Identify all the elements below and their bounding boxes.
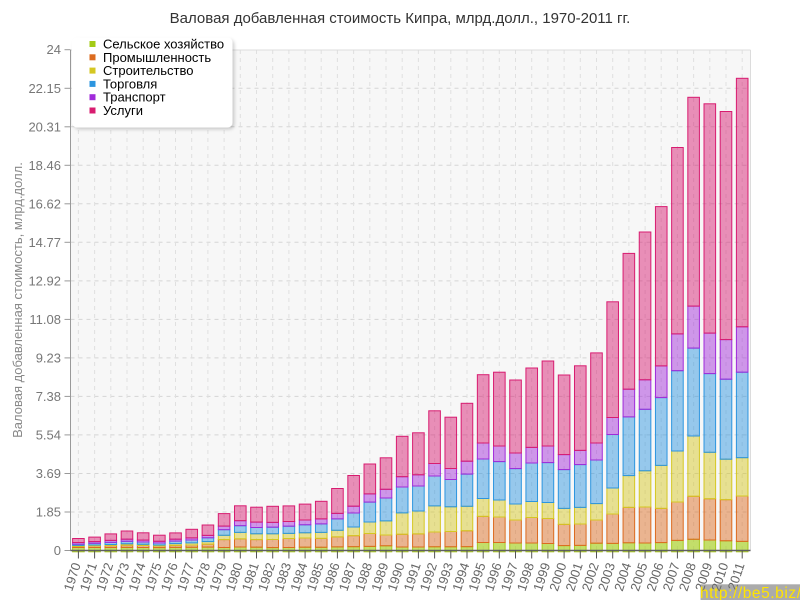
- svg-text:11.08: 11.08: [29, 312, 61, 327]
- svg-text:Промышленность: Промышленность: [103, 50, 211, 65]
- svg-text:22.15: 22.15: [28, 81, 61, 96]
- svg-text:3.69: 3.69: [36, 466, 61, 481]
- svg-text:5.54: 5.54: [36, 427, 61, 442]
- svg-text:18.46: 18.46: [28, 158, 61, 173]
- svg-text:Транспорт: Транспорт: [103, 90, 166, 105]
- svg-text:Услуги: Услуги: [103, 103, 143, 118]
- svg-text:Торговля: Торговля: [103, 76, 157, 91]
- svg-text:16.62: 16.62: [28, 196, 61, 211]
- svg-text:Сельское хозяйство: Сельское хозяйство: [103, 37, 224, 52]
- svg-text:20.31: 20.31: [28, 119, 61, 134]
- svg-text:7.38: 7.38: [36, 389, 61, 404]
- svg-text:14.77: 14.77: [28, 235, 61, 250]
- svg-text:1.85: 1.85: [36, 505, 61, 520]
- svg-text:24: 24: [47, 42, 61, 57]
- svg-text:0: 0: [54, 543, 61, 558]
- svg-text:Строительство: Строительство: [103, 63, 193, 78]
- svg-text:http://be5.biz/: http://be5.biz/: [700, 585, 800, 600]
- svg-text:12.92: 12.92: [28, 273, 61, 288]
- svg-text:9.23: 9.23: [36, 350, 61, 365]
- svg-text:Валовая добавленная стоимость: Валовая добавленная стоимость Кипра, млр…: [170, 10, 631, 27]
- svg-text:Валовая добавленная стоимость,: Валовая добавленная стоимость, млрд.долл…: [10, 162, 25, 438]
